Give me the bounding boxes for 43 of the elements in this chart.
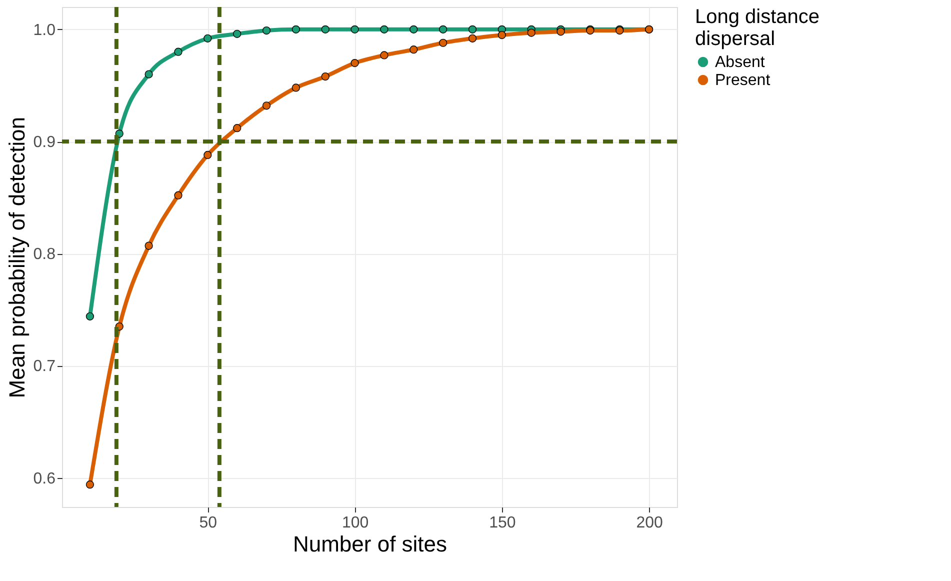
point (174, 48, 182, 56)
point (350, 59, 359, 68)
point (380, 25, 388, 34)
point (86, 312, 94, 320)
point (556, 28, 565, 36)
y-tick-label: 0.8 (33, 246, 56, 264)
point (410, 46, 418, 54)
x-axis-title: Number of sites (292, 532, 448, 556)
y-tick-label: 1.0 (33, 22, 56, 39)
x-tick-label: 50 (199, 514, 218, 532)
point (527, 28, 536, 37)
x-tick-label: 200 (636, 514, 663, 532)
point (262, 102, 271, 110)
point (380, 51, 388, 60)
point (144, 242, 153, 250)
point (292, 84, 300, 92)
point (410, 25, 418, 34)
point (233, 30, 242, 38)
point (204, 150, 212, 160)
point (468, 34, 477, 42)
x-tick-label: 100 (342, 514, 369, 532)
point (174, 191, 182, 200)
point (439, 38, 448, 47)
point (498, 30, 506, 40)
y-tick-label: 0.9 (33, 134, 56, 152)
y-tick-label: 0.7 (33, 358, 56, 376)
point (321, 72, 330, 81)
point (468, 25, 477, 34)
point (204, 34, 212, 42)
x-tick-label: 150 (489, 514, 516, 532)
point (262, 26, 271, 35)
point (233, 124, 242, 132)
point (439, 25, 448, 34)
legend-label: Present (715, 72, 771, 89)
legend-label: Absent (715, 54, 766, 71)
point (321, 25, 330, 34)
point (350, 25, 359, 34)
y-tick-label: 0.6 (33, 470, 56, 488)
point (144, 70, 153, 78)
y-axis-title: Mean probability of detection (4, 116, 30, 398)
point (86, 480, 94, 489)
point (292, 25, 300, 34)
legend-title: Long distance dispersal (695, 6, 820, 50)
